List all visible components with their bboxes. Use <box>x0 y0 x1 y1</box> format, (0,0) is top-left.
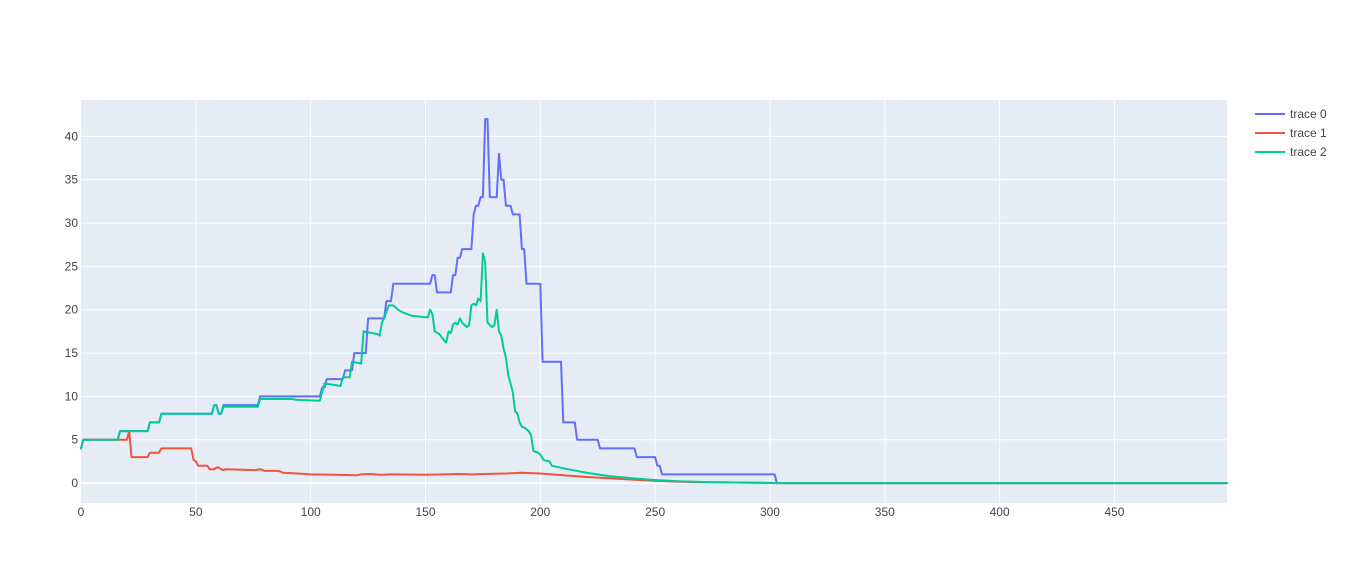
legend-label: trace 2 <box>1290 145 1327 159</box>
y-tick-label: 20 <box>65 303 79 317</box>
y-tick-label: 30 <box>65 216 79 230</box>
x-tick-label: 250 <box>645 505 665 519</box>
x-tick-label: 150 <box>415 505 435 519</box>
x-axis-ticks: 0 50 100 150 200 250 300 350 400 450 <box>78 505 1125 519</box>
y-tick-label: 25 <box>65 259 79 273</box>
x-tick-label: 350 <box>875 505 895 519</box>
plot-area <box>81 100 1227 503</box>
legend-item-trace-0[interactable]: trace 0 <box>1255 107 1327 121</box>
legend-label: trace 1 <box>1290 126 1327 140</box>
y-axis-ticks: 0 5 10 15 20 25 30 35 40 <box>65 129 79 490</box>
x-tick-label: 450 <box>1104 505 1124 519</box>
y-tick-label: 0 <box>71 476 78 490</box>
y-tick-label: 10 <box>65 389 79 403</box>
legend-item-trace-2[interactable]: trace 2 <box>1255 145 1327 159</box>
series-line-trace-2 <box>80 252 1228 485</box>
series-line-trace-1 <box>80 430 1228 485</box>
x-tick-label: 100 <box>301 505 321 519</box>
x-tick-label: 400 <box>990 505 1010 519</box>
series-lines <box>80 118 1228 485</box>
y-tick-label: 35 <box>65 173 79 187</box>
y-tick-label: 15 <box>65 346 79 360</box>
y-tick-label: 5 <box>71 433 78 447</box>
legend[interactable]: trace 0 trace 1 trace 2 <box>1255 107 1327 159</box>
x-tick-label: 50 <box>189 505 203 519</box>
x-tick-label: 0 <box>78 505 85 519</box>
legend-label: trace 0 <box>1290 107 1327 121</box>
x-tick-label: 200 <box>530 505 550 519</box>
legend-item-trace-1[interactable]: trace 1 <box>1255 126 1327 140</box>
y-tick-label: 40 <box>65 129 79 143</box>
x-tick-label: 300 <box>760 505 780 519</box>
